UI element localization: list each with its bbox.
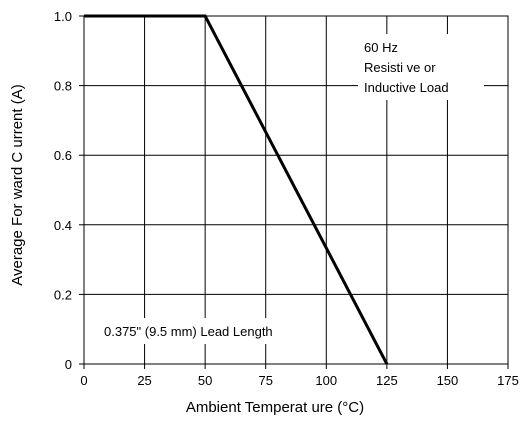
y-tick-label: 0 bbox=[65, 357, 72, 372]
annotation-load-type: Resisti ve or bbox=[364, 60, 436, 75]
lead-length-background bbox=[96, 318, 314, 344]
y-tick-label: 0.2 bbox=[54, 287, 72, 302]
annotation-load-type-2: Inductive Load bbox=[364, 80, 449, 95]
annotation-lead-length: 0.375" (9.5 mm) Lead Length bbox=[104, 324, 273, 339]
x-tick-label: 150 bbox=[437, 373, 459, 388]
derating-curve bbox=[84, 14, 389, 365]
y-tick-label: 0.8 bbox=[54, 79, 72, 94]
y-tick-label: 0.6 bbox=[54, 148, 72, 163]
x-tick-labels: 0 25 50 75 100 125 150 175 bbox=[80, 373, 518, 388]
x-tick-label: 175 bbox=[497, 373, 519, 388]
annotation-frequency: 60 Hz bbox=[364, 40, 398, 55]
y-tick-label: 1.0 bbox=[54, 9, 72, 24]
x-tick-label: 125 bbox=[376, 373, 398, 388]
annotation-background bbox=[358, 34, 484, 100]
x-tick-label: 25 bbox=[137, 373, 151, 388]
x-tick-label: 75 bbox=[258, 373, 272, 388]
x-tick-label: 50 bbox=[198, 373, 212, 388]
y-axis-title: Average For ward C urrent (A) bbox=[9, 84, 26, 285]
y-tick-label: 0.4 bbox=[54, 218, 72, 233]
tick-marks bbox=[79, 15, 509, 369]
x-axis-title: Ambient Temperat ure (°C) bbox=[186, 399, 364, 416]
y-tick-labels: 0 0.2 0.4 0.6 0.8 1.0 bbox=[54, 9, 72, 372]
x-tick-label: 0 bbox=[80, 373, 87, 388]
x-tick-label: 100 bbox=[315, 373, 337, 388]
plot-frame bbox=[83, 15, 509, 365]
